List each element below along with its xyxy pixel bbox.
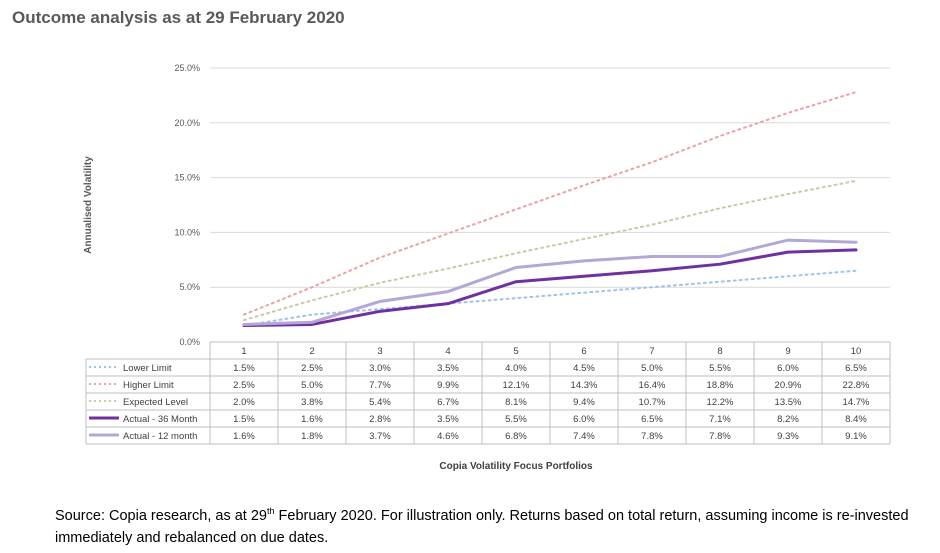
table-cell: 9.1% (845, 431, 867, 442)
table-cell: 1.5% (233, 414, 255, 425)
table-cell: 14.7% (843, 397, 870, 408)
table-cell: 9.4% (573, 397, 595, 408)
chart: 0.0%5.0%10.0%15.0%20.0%25.0%Annualised V… (83, 63, 891, 472)
legend-label: Lower Limit (123, 363, 172, 374)
y-axis-title: Annualised Volatility (83, 156, 94, 254)
table-cell: 7.7% (369, 380, 391, 391)
table-cell: 1.6% (233, 431, 255, 442)
table-cell: 1.6% (301, 414, 323, 425)
table-cell: 2.0% (233, 397, 255, 408)
table-cell: 6.8% (505, 431, 527, 442)
table-cell: 5.5% (709, 363, 731, 374)
table-cell: 8.1% (505, 397, 527, 408)
table-cell: 6.0% (777, 363, 799, 374)
x-tick-label: 10 (851, 346, 862, 357)
table-cell: 8.4% (845, 414, 867, 425)
table-cell: 9.9% (437, 380, 459, 391)
table-cell: 16.4% (639, 380, 666, 391)
table-cell: 2.5% (301, 363, 323, 374)
legend-label: Higher Limit (123, 380, 174, 391)
legend-label: Actual - 36 Month (123, 414, 197, 425)
table-cell: 3.7% (369, 431, 391, 442)
table-cell: 7.1% (709, 414, 731, 425)
table-cell: 4.5% (573, 363, 595, 374)
legend-label: Expected Level (123, 397, 188, 408)
page-title: Outcome analysis as at 29 February 2020 (12, 8, 345, 27)
table-cell: 6.7% (437, 397, 459, 408)
source-sup: th (266, 506, 275, 516)
table-cell: 7.8% (709, 431, 731, 442)
series-line-actual-12-month (242, 238, 858, 326)
table-cell: 5.0% (641, 363, 663, 374)
source-suffix: February 2020. For illustration only. Re… (55, 507, 909, 546)
table-cell: 4.6% (437, 431, 459, 442)
x-tick-label: 7 (649, 346, 654, 357)
table-cell: 4.0% (505, 363, 527, 374)
table-cell: 20.9% (775, 380, 802, 391)
y-tick-label: 0.0% (179, 337, 200, 347)
table-cell: 3.0% (369, 363, 391, 374)
table-cell: 2.5% (233, 380, 255, 391)
series-line-expected-level (243, 179, 857, 322)
x-tick-label: 8 (717, 346, 722, 357)
x-tick-label: 2 (309, 346, 314, 357)
series-line-higher-limit (243, 91, 857, 316)
table-cell: 7.4% (573, 431, 595, 442)
table-cell: 5.0% (301, 380, 323, 391)
table-cell: 6.5% (641, 414, 663, 425)
x-tick-label: 1 (241, 346, 246, 357)
table-cell: 10.7% (639, 397, 666, 408)
table-cell: 13.5% (775, 397, 802, 408)
table-cell: 8.2% (777, 414, 799, 425)
y-tick-label: 20.0% (174, 118, 200, 128)
x-tick-label: 6 (581, 346, 586, 357)
table-cell: 14.3% (571, 380, 598, 391)
table-cell: 2.8% (369, 414, 391, 425)
y-tick-label: 25.0% (174, 63, 200, 73)
table-cell: 22.8% (843, 380, 870, 391)
table-cell: 9.3% (777, 431, 799, 442)
x-tick-label: 9 (785, 346, 790, 357)
table-cell: 18.8% (707, 380, 734, 391)
table-cell: 3.8% (301, 397, 323, 408)
table-cell: 5.5% (505, 414, 527, 425)
table-cell: 5.4% (369, 397, 391, 408)
x-axis-title: Copia Volatility Focus Portfolios (439, 461, 593, 472)
y-tick-label: 5.0% (179, 282, 200, 292)
table-cell: 6.5% (845, 363, 867, 374)
x-tick-label: 3 (377, 346, 382, 357)
table-cell: 1.5% (233, 363, 255, 374)
table-cell: 7.8% (641, 431, 663, 442)
y-tick-label: 15.0% (174, 173, 200, 183)
table-cell: 6.0% (573, 414, 595, 425)
x-tick-label: 5 (513, 346, 518, 357)
table-cell: 3.5% (437, 414, 459, 425)
table-cell: 1.8% (301, 431, 323, 442)
series-line-actual-36-month (242, 248, 858, 328)
source-note: Source: Copia research, as at 29th Febru… (55, 500, 915, 549)
table-cell: 3.5% (437, 363, 459, 374)
table-cell: 12.1% (503, 380, 530, 391)
legend-label: Actual - 12 month (123, 431, 197, 442)
table-cell: 12.2% (707, 397, 734, 408)
source-prefix: Source: Copia research, as at 29 (55, 507, 267, 524)
y-tick-label: 10.0% (174, 227, 200, 237)
x-tick-label: 4 (445, 346, 450, 357)
